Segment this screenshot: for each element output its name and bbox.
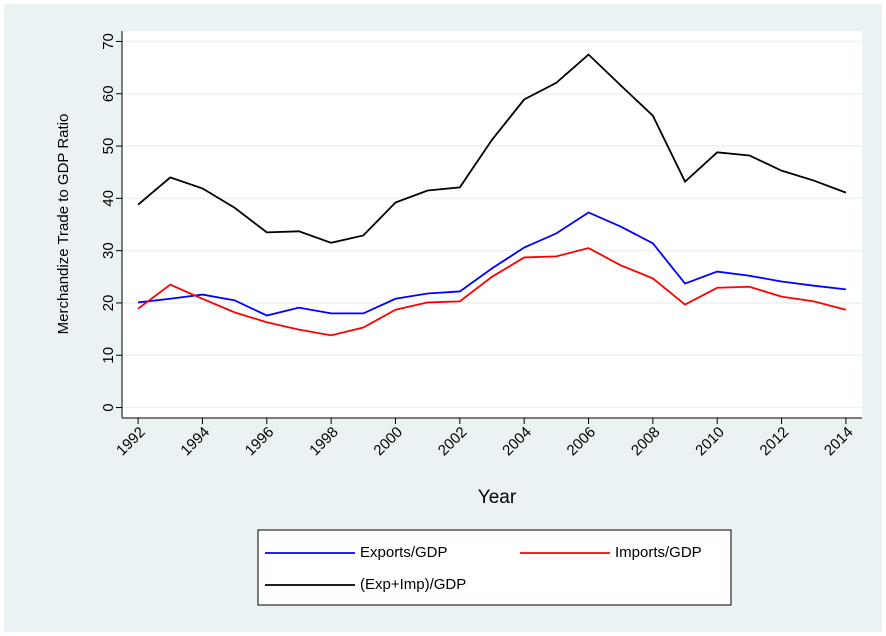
series-line — [137, 53, 847, 244]
y-tick-label: 40 — [100, 190, 117, 207]
series-line — [137, 211, 847, 317]
y-tick-label: 0 — [100, 403, 117, 411]
y-axis-title: Merchandize Trade to GDP Ratio — [55, 114, 72, 335]
y-tick-label: 30 — [100, 242, 117, 259]
y-tick-label: 20 — [100, 295, 117, 312]
y-tick-label: 60 — [100, 85, 117, 102]
series-line — [137, 247, 847, 337]
legend-label: Imports/GDP — [615, 544, 702, 561]
y-tick-label: 50 — [100, 138, 117, 155]
legend-box — [257, 529, 732, 606]
legend-label: (Exp+Imp)/GDP — [360, 576, 466, 593]
x-axis-title: Year — [478, 487, 517, 508]
y-tick-label: 10 — [100, 347, 117, 364]
y-tick-label: 70 — [100, 33, 117, 50]
legend-label: Exports/GDP — [360, 544, 448, 561]
plot-region — [122, 31, 862, 418]
